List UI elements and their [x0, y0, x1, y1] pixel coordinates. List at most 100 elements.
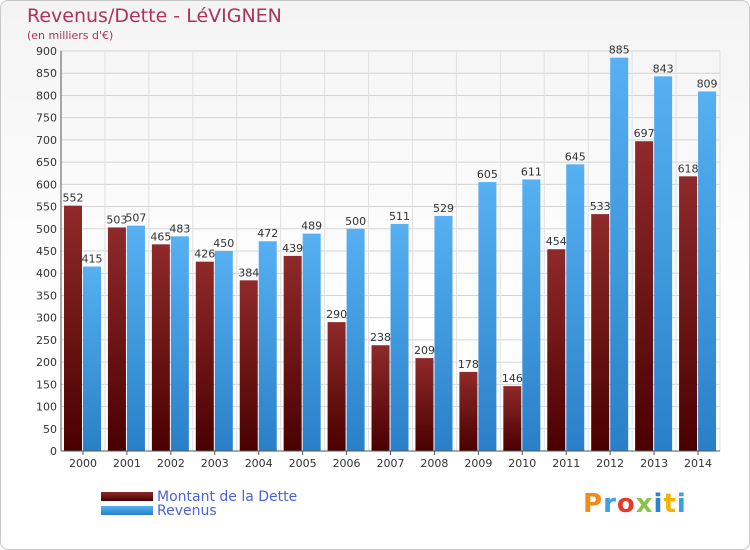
- bar-debt: [459, 371, 478, 451]
- bar-revenue: [566, 164, 585, 452]
- data-label-revenue: 809: [697, 77, 718, 90]
- bar-revenue: [390, 223, 409, 451]
- data-label-debt: 146: [502, 372, 523, 385]
- data-label-debt: 238: [370, 331, 391, 344]
- y-tick-label: 150: [36, 378, 57, 391]
- data-label-debt: 552: [63, 192, 84, 205]
- bar-revenue: [302, 233, 321, 451]
- logo-letter: i: [676, 489, 687, 519]
- bar-debt: [327, 322, 346, 451]
- data-label-revenue: 472: [257, 227, 278, 240]
- logo-letter: i: [653, 489, 664, 519]
- legend-swatch-revenue: [101, 506, 153, 515]
- y-tick-label: 300: [36, 312, 57, 325]
- data-label-revenue: 500: [345, 215, 366, 228]
- bar-debt: [591, 214, 610, 451]
- logo-letter: o: [616, 489, 636, 519]
- bars: [64, 57, 717, 452]
- bar-debt: [371, 345, 390, 451]
- data-label-revenue: 507: [125, 212, 146, 225]
- bar-revenue: [126, 225, 145, 451]
- data-label-revenue: 483: [169, 222, 190, 235]
- bar-debt: [151, 244, 170, 451]
- x-tick-label: 2003: [201, 457, 229, 470]
- bar-debt: [415, 358, 434, 451]
- x-tick-label: 2004: [245, 457, 273, 470]
- legend-label-debt: Montant de la Dette: [157, 489, 298, 505]
- data-label-revenue: 415: [82, 253, 103, 266]
- x-tick-label: 2012: [596, 457, 624, 470]
- logo-letter: P: [583, 489, 604, 519]
- logo-letter: t: [663, 489, 677, 519]
- bar-revenue: [214, 251, 233, 451]
- logo-letter: r: [603, 489, 617, 519]
- y-tick-label: 650: [36, 156, 57, 169]
- data-label-revenue: 489: [301, 220, 322, 233]
- y-tick-label: 700: [36, 134, 57, 147]
- data-label-debt: 439: [282, 242, 303, 255]
- y-tick-label: 400: [36, 267, 57, 280]
- bar-revenue: [478, 182, 497, 451]
- y-tick-label: 350: [36, 289, 57, 302]
- y-tick-label: 200: [36, 356, 57, 369]
- x-tick-label: 2007: [377, 457, 405, 470]
- data-label-debt: 209: [414, 344, 435, 357]
- bar-debt: [635, 141, 654, 451]
- y-tick-label: 0: [50, 445, 57, 458]
- data-label-revenue: 611: [521, 165, 542, 178]
- chart-subtitle: (en milliers d'€): [27, 29, 114, 42]
- data-label-debt: 618: [678, 162, 699, 175]
- data-label-debt: 533: [590, 200, 611, 213]
- bar-debt: [195, 261, 214, 451]
- data-label-revenue: 529: [433, 202, 454, 215]
- data-label-debt: 290: [326, 308, 347, 321]
- data-label-debt: 384: [238, 266, 259, 279]
- x-tick-label: 2010: [508, 457, 536, 470]
- y-tick-label: 750: [36, 112, 57, 125]
- x-tick-label: 2008: [420, 457, 448, 470]
- data-label-debt: 426: [194, 248, 215, 261]
- y-tick-label: 100: [36, 401, 57, 414]
- data-label-debt: 465: [150, 230, 171, 243]
- data-label-debt: 454: [546, 235, 567, 248]
- bar-revenue: [522, 179, 541, 451]
- bar-revenue: [83, 266, 101, 451]
- bar-debt: [64, 205, 82, 451]
- y-tick-label: 500: [36, 223, 57, 236]
- x-tick-label: 2011: [552, 457, 580, 470]
- bar-debt: [107, 227, 126, 451]
- legend-swatch-debt: [101, 492, 153, 501]
- data-label-debt: 697: [634, 127, 655, 140]
- bar-revenue: [346, 228, 365, 451]
- legend-label-revenue: Revenus: [157, 503, 217, 519]
- data-label-revenue: 645: [565, 150, 586, 163]
- y-tick-label: 450: [36, 245, 57, 258]
- y-tick-label: 250: [36, 334, 57, 347]
- bar-debt: [547, 249, 566, 451]
- y-tick-label: 550: [36, 201, 57, 214]
- x-tick-label: 2001: [113, 457, 141, 470]
- data-label-revenue: 843: [653, 62, 674, 75]
- data-label-debt: 178: [458, 358, 479, 371]
- bar-debt: [503, 386, 522, 451]
- x-tick-label: 2000: [69, 457, 97, 470]
- x-tick-label: 2006: [333, 457, 361, 470]
- bar-revenue: [698, 91, 717, 451]
- x-tick-label: 2009: [464, 457, 492, 470]
- bar-revenue: [258, 241, 277, 451]
- bar-revenue: [654, 76, 673, 451]
- data-label-debt: 503: [106, 213, 127, 226]
- x-tick-label: 2005: [289, 457, 317, 470]
- logo-letter: x: [635, 489, 654, 519]
- y-tick-label: 850: [36, 67, 57, 80]
- x-tick-label: 2014: [684, 457, 712, 470]
- y-tick-label: 800: [36, 89, 57, 102]
- y-tick-label: 900: [36, 45, 57, 58]
- bar-revenue: [610, 57, 629, 452]
- bar-debt: [283, 255, 302, 451]
- axes: 0 50 100 150 200 250 300 350 400 450 500 550 600 650 7…: [36, 45, 720, 470]
- proxiti-logo: Proxiti: [583, 489, 687, 519]
